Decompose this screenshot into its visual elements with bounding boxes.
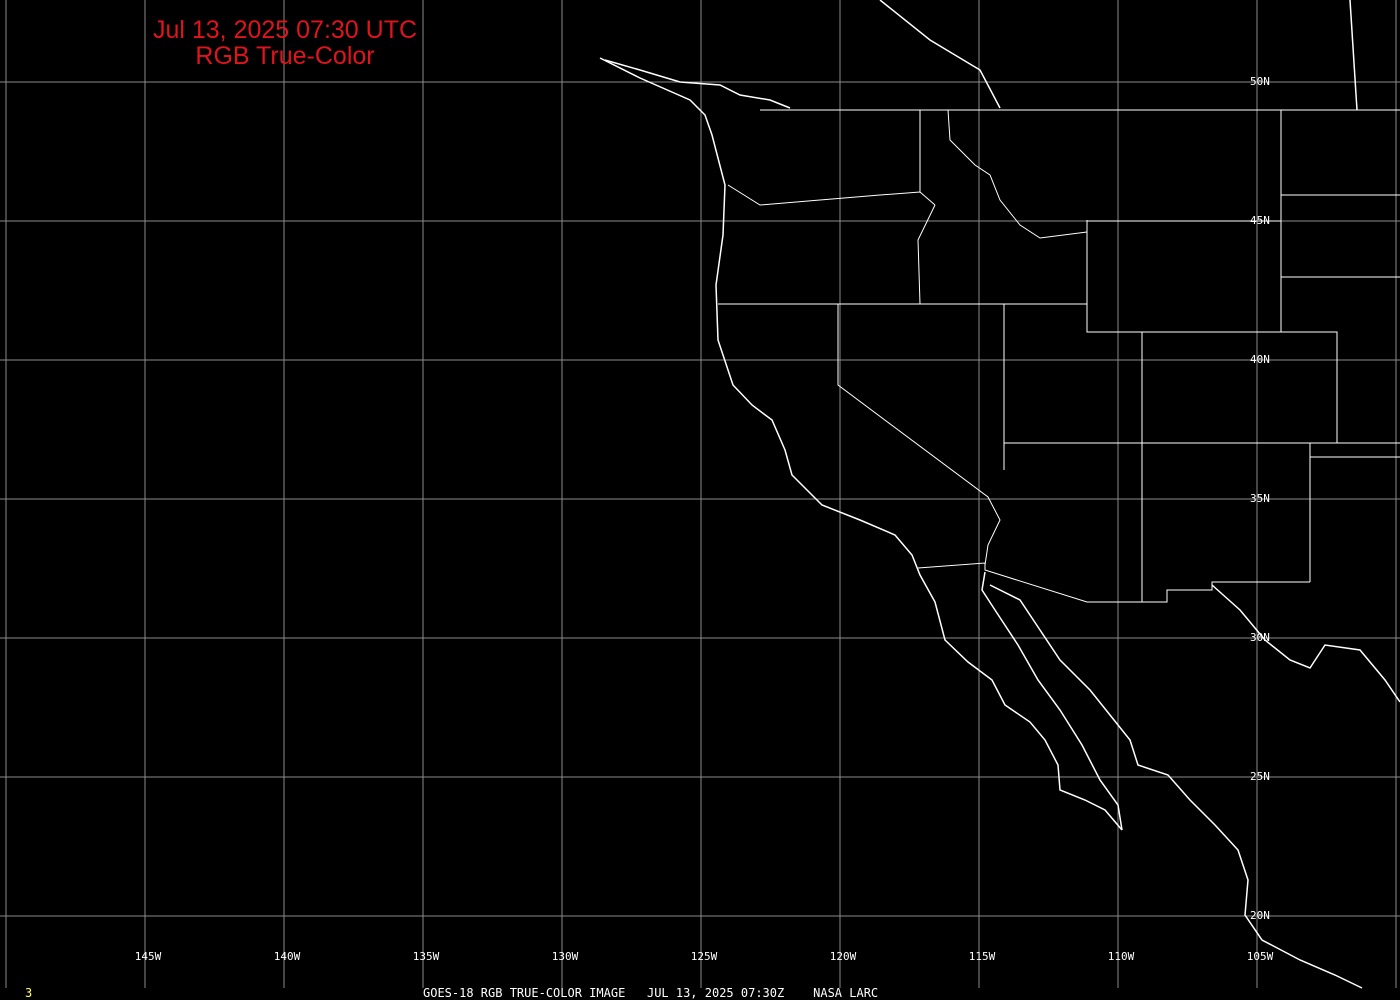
us-west-coast	[599, 57, 1123, 831]
canada-interior	[879, 0, 1001, 109]
longitude-label: 130W	[552, 950, 579, 963]
map-title-datetime: Jul 13, 2025 07:30 UTC	[152, 16, 418, 44]
latitude-label: 25N	[1250, 770, 1270, 783]
latitude-label: 35N	[1250, 492, 1270, 505]
wy-west	[1086, 220, 1142, 333]
longitude-label: 115W	[969, 950, 996, 963]
latitude-label: 20N	[1250, 909, 1270, 922]
longitude-label: 125W	[691, 950, 718, 963]
longitude-label: 145W	[135, 950, 162, 963]
bc-coast	[604, 59, 791, 109]
coastlines	[599, 0, 1400, 989]
wa-or-border	[727, 184, 936, 206]
ca-nv-border	[837, 304, 1001, 566]
latitude-label: 50N	[1250, 75, 1270, 88]
mexico-mainland-coast	[989, 584, 1363, 989]
frame-number: 3	[25, 986, 33, 1000]
longitude-label: 110W	[1108, 950, 1135, 963]
longitude-label: 105W	[1247, 950, 1274, 963]
wy-co-border	[1142, 331, 1338, 443]
map-title-product: RGB True-Color	[195, 42, 375, 70]
canada-border-east	[1349, 0, 1358, 111]
longitude-label: 140W	[274, 950, 301, 963]
longitude-label: 135W	[413, 950, 440, 963]
state-borders	[718, 109, 1400, 603]
latitude-label: 40N	[1250, 353, 1270, 366]
footer-caption: GOES-18 RGB TRUE-COLOR IMAGE JUL 13, 202…	[423, 986, 879, 1000]
mexico-gulf-coast	[1211, 584, 1400, 703]
us-mexico-border	[917, 562, 1310, 603]
or-id-border	[917, 204, 936, 305]
id-mt-border	[947, 109, 1088, 239]
longitude-label: 120W	[830, 950, 857, 963]
grid-labels: 145W 140W 135W 130W 125W 120W 115W 110W 105W 50N 4…	[135, 75, 1274, 963]
baja-gulf-coast	[981, 571, 1123, 831]
